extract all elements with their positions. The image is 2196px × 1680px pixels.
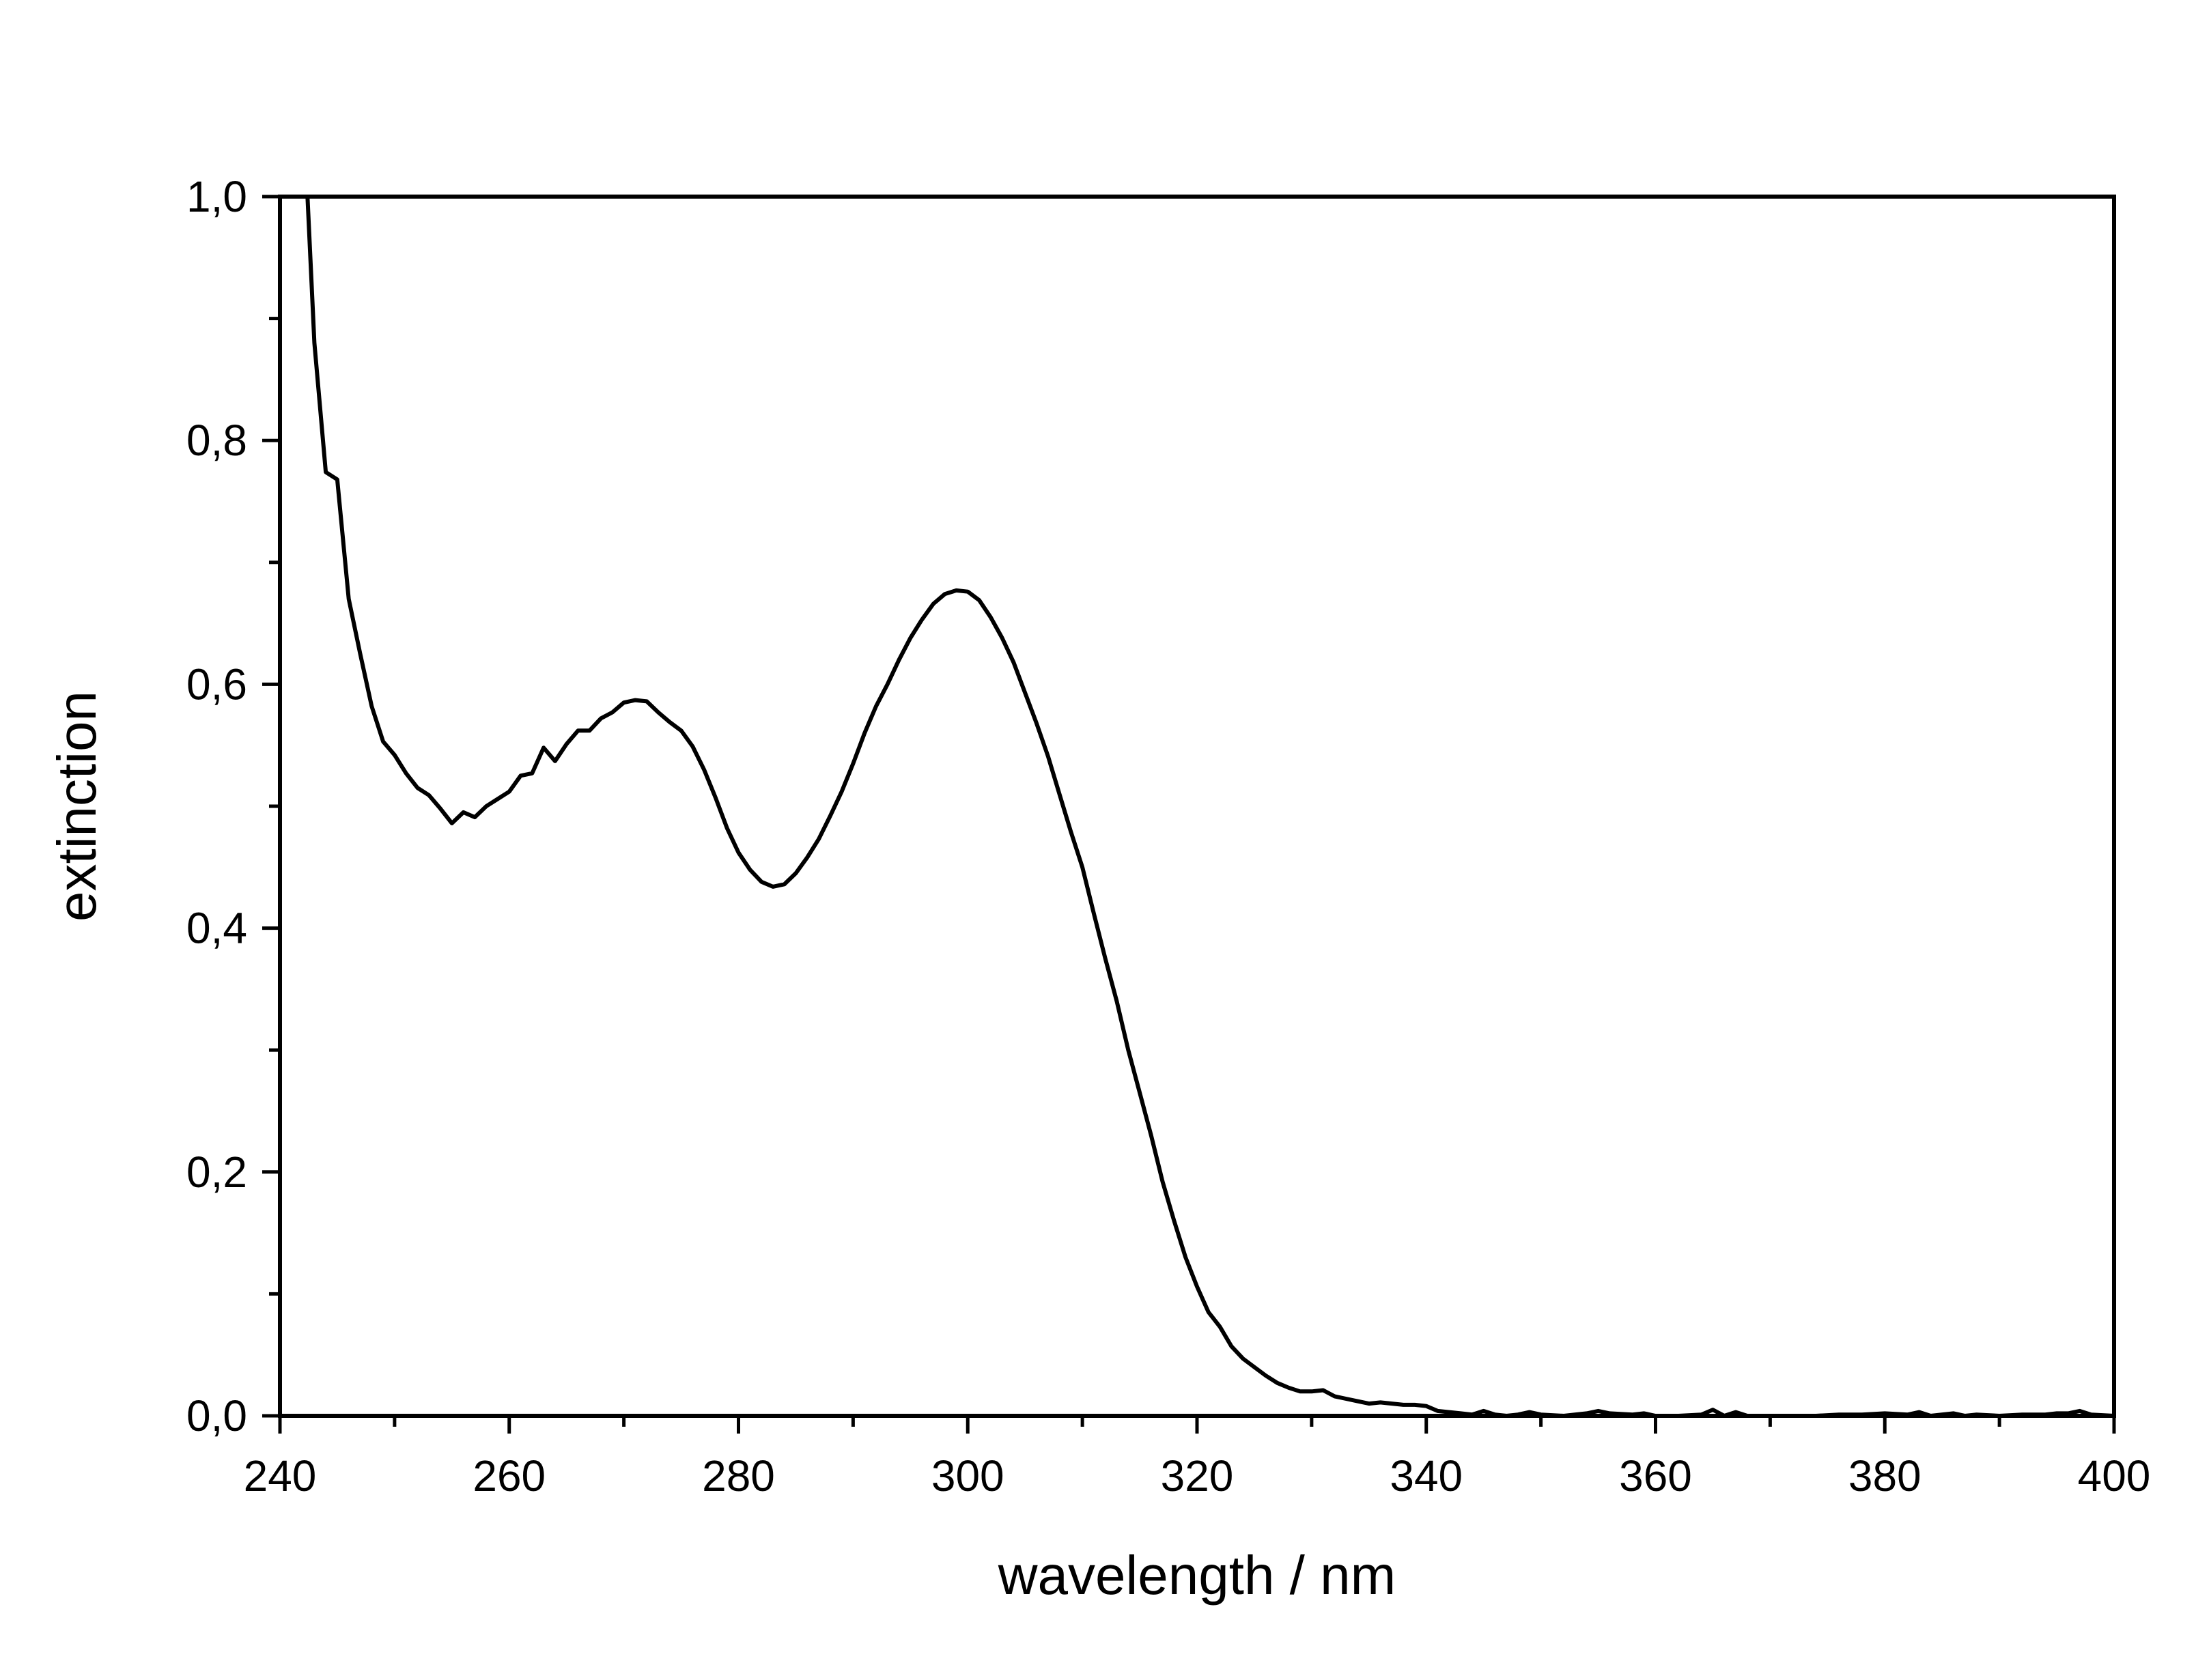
y-axis-tick-labels: 0,0 0,2 0,4 0,6 0,8 1,0	[186, 172, 247, 1440]
y-tick-label: 0,6	[186, 659, 247, 709]
y-tick-label: 0,4	[186, 904, 247, 953]
y-axis-ticks	[262, 195, 280, 1418]
series-group	[278, 195, 2116, 1418]
plot-frame	[278, 195, 2116, 1418]
x-tick-label: 360	[1619, 1451, 1692, 1500]
x-tick-label: 340	[1390, 1451, 1463, 1500]
y-tick-label: 0,8	[186, 416, 247, 465]
x-axis-label: wavelength / nm	[998, 1545, 1396, 1606]
x-tick-label: 300	[931, 1451, 1004, 1500]
y-tick-label: 0,2	[186, 1148, 247, 1197]
x-tick-label: 320	[1161, 1451, 1234, 1500]
x-tick-label: 280	[702, 1451, 775, 1500]
x-tick-label: 380	[1848, 1451, 1922, 1500]
y-tick-label: 1,0	[186, 172, 247, 221]
x-tick-label: 240	[244, 1451, 317, 1500]
x-tick-label: 400	[2078, 1451, 2151, 1500]
y-tick-label: 0,0	[186, 1391, 247, 1440]
x-tick-label: 260	[473, 1451, 546, 1500]
x-axis-ticks	[278, 1416, 2116, 1434]
y-axis-label: extinction	[46, 691, 107, 922]
spectrum-line	[278, 195, 2116, 1418]
x-axis-tick-labels: 240 260 280 300 320 340 360 380 400	[244, 1451, 2151, 1500]
